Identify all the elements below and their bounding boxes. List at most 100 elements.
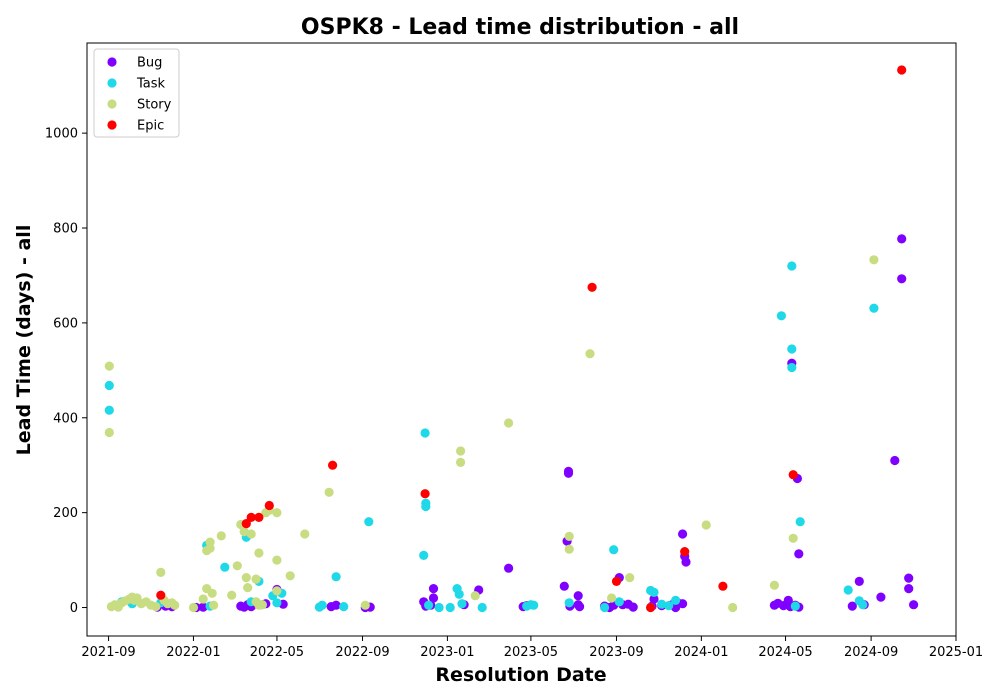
point-task <box>869 303 879 313</box>
point-epic <box>646 602 656 613</box>
x-tick-label: 2024-01 <box>674 645 728 660</box>
point-task <box>649 587 659 598</box>
x-tick-label: 2023-05 <box>504 645 558 660</box>
x-tick-label: 2022-09 <box>335 645 389 660</box>
point-task <box>600 602 610 613</box>
legend-label-task: Task <box>136 77 166 92</box>
point-story <box>564 544 574 554</box>
point-task <box>664 601 674 611</box>
point-story <box>246 529 256 539</box>
point-story <box>607 593 617 603</box>
point-task <box>843 585 853 595</box>
x-axis-ticks: 2021-09 2022-01 2022-05 2022-09 2023-01 2023-… <box>81 636 983 660</box>
point-task <box>564 598 574 608</box>
point-task <box>445 602 455 613</box>
point-task <box>424 600 434 610</box>
point-story <box>869 255 879 265</box>
point-story <box>198 594 208 604</box>
point-story <box>216 531 226 541</box>
point-bug <box>904 573 914 583</box>
point-epic <box>718 581 728 591</box>
point-story <box>104 427 114 438</box>
legend: Bug Task Story Epic <box>93 48 180 138</box>
point-epic <box>156 590 166 600</box>
x-tick-label: 2022-01 <box>166 645 220 660</box>
point-story <box>728 602 738 613</box>
point-epic <box>264 500 274 511</box>
legend-marker-epic <box>107 120 117 130</box>
point-task <box>790 601 800 611</box>
point-bug <box>854 576 864 587</box>
point-epic <box>328 460 338 470</box>
legend-label-story: Story <box>137 98 172 113</box>
point-story <box>470 591 480 601</box>
point-task <box>421 501 431 512</box>
point-epic <box>788 470 798 480</box>
point-task <box>457 599 467 609</box>
point-bug <box>904 584 914 594</box>
point-bug <box>897 234 907 244</box>
point-epic <box>254 512 264 523</box>
point-task <box>331 572 341 582</box>
point-epic <box>587 282 597 292</box>
point-bug <box>847 601 857 611</box>
point-task <box>364 517 374 527</box>
point-task <box>671 595 681 606</box>
point-bug <box>678 599 688 609</box>
point-task <box>787 261 797 271</box>
point-story <box>209 600 219 610</box>
legend-box <box>93 48 180 138</box>
x-tick-label: 2022-05 <box>250 645 304 660</box>
plot-frame <box>86 42 957 637</box>
point-task <box>787 362 797 373</box>
point-bug <box>331 600 341 610</box>
point-story <box>456 457 466 467</box>
point-task <box>104 380 114 391</box>
point-story <box>232 561 242 571</box>
x-tick-label: 2023-09 <box>589 645 643 660</box>
point-story <box>227 590 237 600</box>
legend-label-epic: Epic <box>137 119 164 134</box>
point-story <box>769 580 780 590</box>
point-task <box>272 598 282 608</box>
legend-marker-bug <box>107 57 117 67</box>
point-story <box>272 555 282 565</box>
x-axis-label: Resolution Date <box>435 664 606 686</box>
point-story <box>324 487 334 497</box>
y-tick-label: 800 <box>53 222 78 237</box>
legend-label-bug: Bug <box>137 56 162 71</box>
y-tick-label: 0 <box>70 601 78 616</box>
point-task <box>317 600 327 610</box>
point-bug <box>794 549 804 559</box>
point-story <box>239 527 249 537</box>
chart-title: OSPK8 - Lead time distribution - all <box>301 15 739 40</box>
point-bug <box>678 529 688 539</box>
point-bug <box>563 468 574 478</box>
y-axis-label: Lead Time (days) - all <box>13 225 35 456</box>
point-bug <box>649 594 659 604</box>
point-story <box>170 600 180 610</box>
x-tick-label: 2021-09 <box>81 645 135 660</box>
point-story <box>360 600 370 610</box>
point-bug <box>573 591 583 601</box>
point-bug <box>876 592 886 602</box>
y-tick-label: 1000 <box>45 127 78 142</box>
point-epic <box>246 512 256 523</box>
point-story <box>188 602 199 613</box>
point-story <box>625 573 635 583</box>
point-story <box>272 586 282 596</box>
point-story <box>104 361 114 371</box>
point-story <box>156 567 166 578</box>
point-epic <box>420 489 430 499</box>
point-story <box>241 573 251 583</box>
point-bug <box>504 563 514 573</box>
series-bug <box>152 234 919 613</box>
y-tick-label: 600 <box>53 316 78 331</box>
point-story <box>272 508 282 518</box>
point-task <box>339 602 349 612</box>
point-bug <box>198 602 208 612</box>
point-story <box>788 533 798 543</box>
point-task <box>609 545 619 555</box>
point-bug <box>575 602 585 612</box>
